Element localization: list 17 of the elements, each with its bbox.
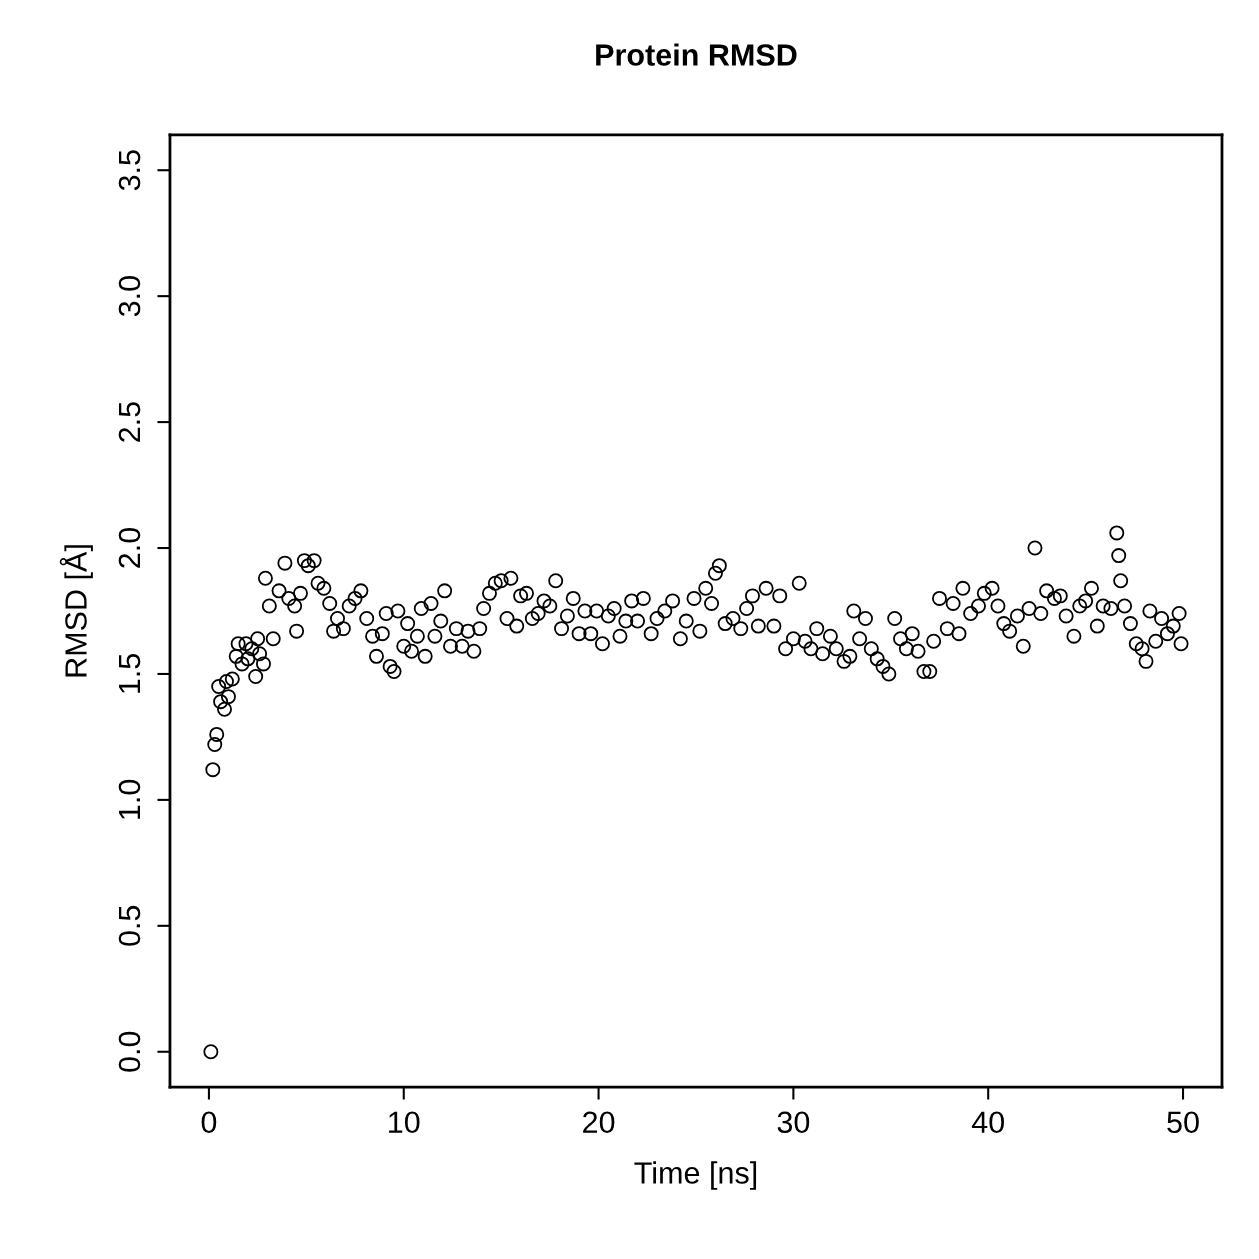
chart-title: Protein RMSD [596, 43, 797, 66]
x-tick-label: 20 [583, 1111, 615, 1134]
y-tick-label: 0.5 [118, 905, 141, 946]
y-tick-label: 2.5 [118, 402, 141, 442]
y-tick-label: 1.5 [118, 654, 141, 693]
y-tick-label: 2.0 [118, 527, 141, 568]
y-tick-label: 3.5 [118, 150, 141, 191]
x-tick-label: 30 [777, 1111, 810, 1134]
x-tick-label: 10 [389, 1111, 420, 1134]
x-tick-label: 40 [971, 1111, 1004, 1134]
y-tick-label: 3.0 [118, 276, 141, 317]
x-tick-label: 50 [1167, 1111, 1199, 1134]
x-tick-label: 0 [201, 1111, 217, 1134]
y-tick-label: 0.0 [118, 1031, 141, 1072]
x-axis-title: Time [ns] [634, 1161, 757, 1190]
y-axis-title: RMSD [Å] [59, 545, 93, 677]
y-tick-label: 1.0 [118, 779, 141, 819]
